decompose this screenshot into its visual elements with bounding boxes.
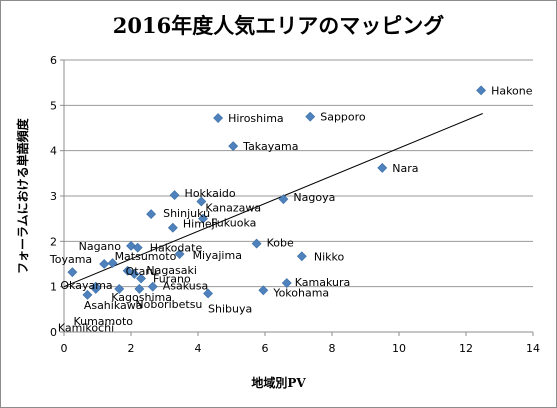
x-tick-label: 14 [526,342,540,355]
point-label-matsumoto: Matsumoto [115,250,177,263]
point-label-hakodate: Hakodate [150,242,203,255]
point-label-kanazawa: Kanazawa [205,201,261,214]
point-label-okayama: Okayama [60,279,112,292]
data-point-noboribetsu [134,284,145,294]
data-point-hakodate [132,242,143,253]
data-point-nara [377,162,388,173]
data-point-kumamoto [82,289,93,300]
data-point-kanazawa [196,196,207,207]
point-label-sapporo: Sapporo [320,111,366,124]
point-label-asakusa: Asakusa [163,280,208,293]
point-label-himeji: Himeji [183,218,218,231]
point-label-kagoshima: Kagoshima [111,291,172,304]
trendline [63,113,483,288]
data-point-nagoya [278,194,289,205]
data-point-hakone [476,85,486,96]
point-label-miyajima: Miyajima [193,249,242,262]
trendline-group [63,113,483,288]
y-tick-label: 2 [50,235,57,248]
point-label-nikko: Nikko [314,250,345,263]
point-label-kamakura: Kamakura [295,276,350,289]
y-tick-label: 5 [50,99,57,112]
data-point-nagasaki [129,269,140,279]
data-point-matsumoto [107,258,118,269]
point-label-takayama: Takayama [242,140,298,153]
x-tick-label: 0 [61,342,68,355]
y-tick-label: 1 [50,281,57,294]
point-label-nagasaki: Nagasaki [146,264,197,277]
point-label-kobe: Kobe [267,237,294,250]
data-point-kobe [251,238,262,249]
y-tick-label: 3 [50,190,57,203]
point-label-nara: Nara [392,162,418,175]
data-point-shinjuku [146,209,157,220]
data-point-asakusa [147,281,158,292]
data-point-kagoshima [114,284,125,294]
data-point-kamakura [281,278,292,288]
data-point-otaru [122,265,133,276]
point-label-noboribetsu: Noboribetsu [135,298,202,311]
point-label-toyama: Toyama [49,253,92,266]
y-tick-label: 4 [50,145,57,158]
data-point-furano [136,273,146,284]
data-point-himeji [167,222,178,233]
point-label-otaru: Otaru [126,265,157,278]
x-tick-label: 6 [262,342,269,355]
data-point-sapporo [305,111,316,122]
point-label-yokohama: Yokohama [272,286,329,299]
point-label-nagano: Nagano [79,240,122,253]
data-point-takayama [228,141,239,152]
data-point-hokkaido [169,190,180,201]
y-tick-label: 6 [50,54,57,67]
x-tick-label: 12 [459,342,473,355]
data-point-miyajima [174,249,185,259]
data-point-yokohama [258,285,269,296]
point-label-kamikochi: Kamikochi [58,322,114,335]
data-point-toyama [99,259,110,269]
x-tick-label: 10 [392,342,406,355]
chart-title: 2016年度人気エリアのマッピング [112,13,445,38]
point-label-shibuya: Shibuya [208,302,252,315]
point-label-asahikawa: Asahikawa [84,299,143,312]
point-label-kumamoto: Kumamoto [73,315,133,328]
points-group [67,85,486,300]
point-labels-group: Hakone Hiroshima Sapporo Takayama Nara Hokkai… [49,84,533,334]
data-point-nikko [296,251,307,262]
point-label-hokkaido: Hokkaido [185,187,236,200]
x-tick-label: 2 [128,342,135,355]
gridlines [64,59,533,288]
y-tick-label: 0 [50,326,57,339]
data-point-kamikochi [90,281,101,292]
data-point-hiroshima [213,113,224,123]
point-label-hakone: Hakone [491,84,533,97]
point-label-hiroshima: Hiroshima [228,112,284,125]
data-point-fukuoka [198,213,208,224]
point-label-furano: Furano [153,273,191,286]
point-label-fukuoka: Fukuoka [211,217,256,230]
point-label-nagoya: Nagoya [293,191,335,204]
x-tick-label: 8 [329,342,336,355]
point-label-shinjuku: Shinjuku [163,207,210,220]
data-point-okayama [67,267,78,278]
x-axis-title: 地域別PV [251,376,306,390]
x-tick-label: 4 [195,342,202,355]
data-point-shibuya [203,288,213,299]
